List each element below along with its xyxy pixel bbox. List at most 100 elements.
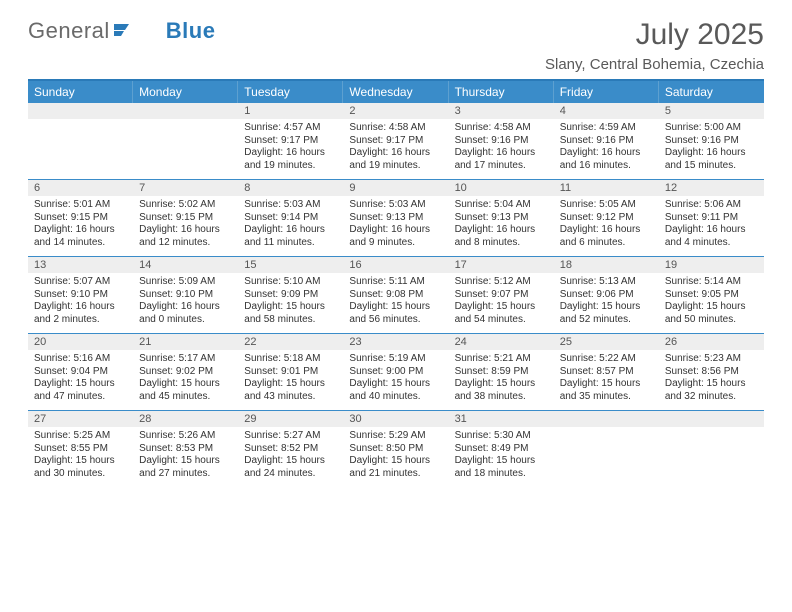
day-line: Sunset: 9:00 PM — [349, 366, 442, 379]
day-cell: 11Sunrise: 5:05 AMSunset: 9:12 PMDayligh… — [554, 179, 659, 255]
day-body — [659, 427, 764, 430]
week-row: 20Sunrise: 5:16 AMSunset: 9:04 PMDayligh… — [28, 333, 764, 410]
day-body: Sunrise: 5:11 AMSunset: 9:08 PMDaylight:… — [343, 273, 448, 326]
day-number: 4 — [554, 103, 659, 119]
day-number: 26 — [659, 333, 764, 350]
day-number: 11 — [554, 179, 659, 196]
day-line: Daylight: 15 hours — [349, 455, 442, 468]
day-line: Daylight: 15 hours — [455, 455, 548, 468]
day-line: Sunset: 9:06 PM — [560, 289, 653, 302]
day-line: Sunrise: 5:18 AM — [244, 353, 337, 366]
day-body — [133, 119, 238, 122]
day-line: Sunrise: 5:19 AM — [349, 353, 442, 366]
dow-cell-thursday: Thursday — [449, 81, 554, 103]
day-number: 16 — [343, 256, 448, 273]
day-number: 24 — [449, 333, 554, 350]
day-line: Sunset: 9:16 PM — [560, 135, 653, 148]
week-row: 1Sunrise: 4:57 AMSunset: 9:17 PMDaylight… — [28, 103, 764, 179]
day-line: Sunset: 8:55 PM — [34, 443, 127, 456]
day-line: Sunrise: 4:57 AM — [244, 122, 337, 135]
day-body: Sunrise: 5:25 AMSunset: 8:55 PMDaylight:… — [28, 427, 133, 480]
day-line: and 43 minutes. — [244, 391, 337, 404]
day-number: 20 — [28, 333, 133, 350]
day-line: Sunrise: 5:30 AM — [455, 430, 548, 443]
day-line: Daylight: 16 hours — [665, 224, 758, 237]
day-cell: 26Sunrise: 5:23 AMSunset: 8:56 PMDayligh… — [659, 333, 764, 409]
day-line: Sunrise: 5:09 AM — [139, 276, 232, 289]
brand-logo: General Blue — [28, 18, 215, 44]
day-body: Sunrise: 5:05 AMSunset: 9:12 PMDaylight:… — [554, 196, 659, 249]
day-body — [28, 119, 133, 122]
day-line: Sunrise: 5:04 AM — [455, 199, 548, 212]
day-cell: 4Sunrise: 4:59 AMSunset: 9:16 PMDaylight… — [554, 103, 659, 178]
calendar: SundayMondayTuesdayWednesdayThursdayFrid… — [28, 79, 764, 487]
day-line: and 15 minutes. — [665, 160, 758, 173]
day-cell: 7Sunrise: 5:02 AMSunset: 9:15 PMDaylight… — [133, 179, 238, 255]
day-cell: 14Sunrise: 5:09 AMSunset: 9:10 PMDayligh… — [133, 256, 238, 332]
day-line: Sunset: 8:50 PM — [349, 443, 442, 456]
day-line: and 19 minutes. — [244, 160, 337, 173]
brand-flag-icon — [114, 20, 136, 43]
day-line: Sunrise: 5:25 AM — [34, 430, 127, 443]
day-line: Daylight: 16 hours — [665, 147, 758, 160]
day-number: 31 — [449, 410, 554, 427]
day-body: Sunrise: 5:29 AMSunset: 8:50 PMDaylight:… — [343, 427, 448, 480]
day-of-week-header: SundayMondayTuesdayWednesdayThursdayFrid… — [28, 81, 764, 103]
day-body: Sunrise: 5:03 AMSunset: 9:13 PMDaylight:… — [343, 196, 448, 249]
day-line: Sunset: 8:56 PM — [665, 366, 758, 379]
day-body: Sunrise: 5:14 AMSunset: 9:05 PMDaylight:… — [659, 273, 764, 326]
day-line: Daylight: 15 hours — [244, 455, 337, 468]
day-body: Sunrise: 5:09 AMSunset: 9:10 PMDaylight:… — [133, 273, 238, 326]
day-line: Sunset: 9:05 PM — [665, 289, 758, 302]
day-line: Sunrise: 5:11 AM — [349, 276, 442, 289]
day-line: Sunset: 8:52 PM — [244, 443, 337, 456]
day-line: and 12 minutes. — [139, 237, 232, 250]
day-body: Sunrise: 5:17 AMSunset: 9:02 PMDaylight:… — [133, 350, 238, 403]
day-body: Sunrise: 5:03 AMSunset: 9:14 PMDaylight:… — [238, 196, 343, 249]
day-cell: 20Sunrise: 5:16 AMSunset: 9:04 PMDayligh… — [28, 333, 133, 409]
day-line: Sunset: 9:15 PM — [139, 212, 232, 225]
day-number: 28 — [133, 410, 238, 427]
day-number: 23 — [343, 333, 448, 350]
day-cell — [659, 410, 764, 486]
day-cell: 2Sunrise: 4:58 AMSunset: 9:17 PMDaylight… — [343, 103, 448, 178]
day-line: Sunrise: 5:13 AM — [560, 276, 653, 289]
day-line: Daylight: 16 hours — [455, 224, 548, 237]
dow-cell-wednesday: Wednesday — [343, 81, 448, 103]
day-line: Sunrise: 5:07 AM — [34, 276, 127, 289]
day-line: Sunset: 9:02 PM — [139, 366, 232, 379]
day-line: Sunset: 9:04 PM — [34, 366, 127, 379]
day-line: Daylight: 16 hours — [244, 147, 337, 160]
day-body: Sunrise: 5:06 AMSunset: 9:11 PMDaylight:… — [659, 196, 764, 249]
day-cell: 9Sunrise: 5:03 AMSunset: 9:13 PMDaylight… — [343, 179, 448, 255]
day-line: Sunset: 9:16 PM — [665, 135, 758, 148]
day-line: Sunrise: 5:22 AM — [560, 353, 653, 366]
day-body: Sunrise: 5:00 AMSunset: 9:16 PMDaylight:… — [659, 119, 764, 172]
day-line: Sunset: 8:53 PM — [139, 443, 232, 456]
day-line: Daylight: 15 hours — [349, 301, 442, 314]
day-line: and 0 minutes. — [139, 314, 232, 327]
day-body: Sunrise: 5:16 AMSunset: 9:04 PMDaylight:… — [28, 350, 133, 403]
day-line: Daylight: 15 hours — [244, 378, 337, 391]
day-line: and 18 minutes. — [455, 468, 548, 481]
day-cell: 25Sunrise: 5:22 AMSunset: 8:57 PMDayligh… — [554, 333, 659, 409]
day-line: and 8 minutes. — [455, 237, 548, 250]
day-line: and 54 minutes. — [455, 314, 548, 327]
dow-cell-tuesday: Tuesday — [238, 81, 343, 103]
day-number: 10 — [449, 179, 554, 196]
day-line: Daylight: 16 hours — [139, 224, 232, 237]
day-body: Sunrise: 5:01 AMSunset: 9:15 PMDaylight:… — [28, 196, 133, 249]
day-cell: 18Sunrise: 5:13 AMSunset: 9:06 PMDayligh… — [554, 256, 659, 332]
day-line: Sunrise: 4:58 AM — [455, 122, 548, 135]
day-body — [554, 427, 659, 430]
day-line: Sunset: 9:14 PM — [244, 212, 337, 225]
day-number: 18 — [554, 256, 659, 273]
weeks-container: 1Sunrise: 4:57 AMSunset: 9:17 PMDaylight… — [28, 103, 764, 487]
day-body: Sunrise: 5:02 AMSunset: 9:15 PMDaylight:… — [133, 196, 238, 249]
brand-text-2: Blue — [166, 18, 216, 44]
day-line: Daylight: 16 hours — [34, 301, 127, 314]
header: General Blue July 2025 Slany, Central Bo… — [28, 18, 764, 73]
day-line: Sunrise: 5:16 AM — [34, 353, 127, 366]
day-number: 13 — [28, 256, 133, 273]
day-line: Sunset: 8:59 PM — [455, 366, 548, 379]
